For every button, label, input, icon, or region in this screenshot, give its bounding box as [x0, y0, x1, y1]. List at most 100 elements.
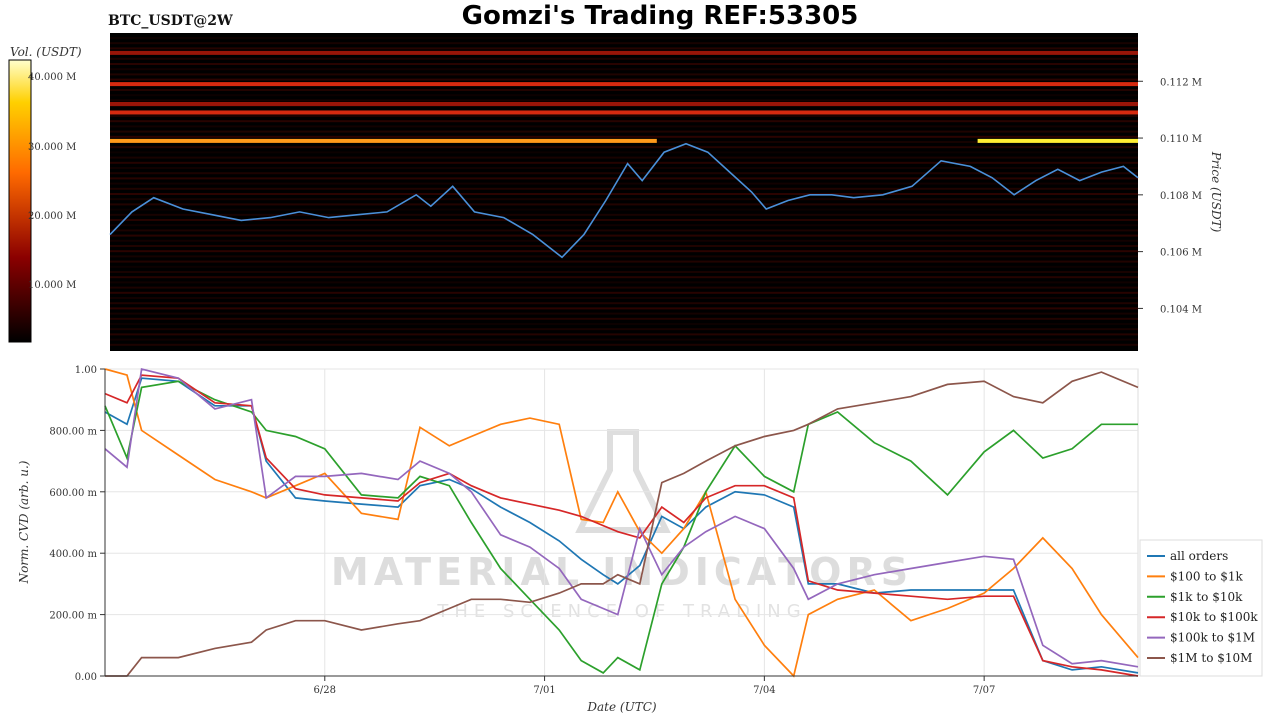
- x-tick-label: 6/28: [314, 685, 336, 696]
- heatmap-band: [110, 193, 1138, 195]
- heatmap-band: [110, 146, 1138, 149]
- heatmap-band: [110, 245, 1138, 247]
- series-line--1k-to-10k: [104, 380, 1138, 674]
- colorbar-tick-label: 20.000 M: [28, 211, 76, 222]
- price-tick-label: 0.112 M: [1160, 77, 1202, 88]
- heatmap-band: [110, 89, 1138, 91]
- heatmap-band: [110, 177, 1138, 180]
- heatmap-band: [110, 276, 1138, 279]
- symbol-label: BTC_USDT@2W: [108, 13, 233, 29]
- legend-label: $1k to $10k: [1170, 590, 1243, 604]
- heatmap-band: [110, 338, 1138, 341]
- heatmap-band: [110, 125, 1138, 128]
- heatmap-band: [110, 255, 1138, 258]
- colorbar-label: Vol. (USDT): [10, 45, 82, 59]
- heatmap-band: [110, 239, 1138, 242]
- cvd-grid: [105, 368, 1138, 677]
- cvd-panel: [104, 368, 1139, 677]
- heatmap-band: [110, 167, 1138, 169]
- legend-box: [1139, 539, 1263, 677]
- series-line--1m-to-10m: [105, 371, 1139, 677]
- price-tick-label: 0.108 M: [1160, 191, 1202, 202]
- heatmap-band: [110, 151, 1138, 154]
- heatmap-band: [110, 317, 1138, 320]
- heatmap-band: [110, 182, 1138, 185]
- heatmap-band: [110, 42, 1138, 45]
- heatmap-band: [110, 161, 1138, 164]
- heatmap-band: [110, 333, 1138, 336]
- heatmap-band: [110, 307, 1138, 310]
- heatmap-band: [110, 37, 1138, 39]
- heatmap-band: [110, 219, 1138, 221]
- cvd-y-label: Norm. CVD (arb. u.): [17, 460, 31, 584]
- legend-label: $100k to $1M: [1170, 631, 1255, 645]
- heatmap-band: [110, 224, 1138, 227]
- heatmap-band: [110, 135, 1138, 138]
- y-tick-label: 0.00: [75, 672, 97, 683]
- series-line--100-to-1k: [104, 368, 1139, 678]
- cvd-x-ticks: 6/28 7/01 7/04 7/07: [314, 676, 995, 696]
- heatmap-band: [110, 187, 1138, 190]
- y-tick-label: 200.00 m: [49, 611, 97, 622]
- heatmap-band: [110, 156, 1138, 159]
- heatmap-band: [110, 271, 1138, 273]
- heatmap-band: [110, 297, 1138, 299]
- price-tick-label: 0.104 M: [1160, 304, 1202, 315]
- heatmap-band: [110, 302, 1138, 305]
- liquidity-wall: [977, 138, 1138, 143]
- liquidity-wall: [110, 82, 1138, 87]
- watermark: MATERIAL INDICATORS THE SCIENCE OF TRADI…: [331, 429, 913, 622]
- chart-title: Gomzi's Trading REF:53305: [462, 1, 859, 31]
- heatmap-band: [110, 99, 1138, 102]
- heatmap-band: [110, 57, 1138, 60]
- liquidity-wall: [110, 101, 1138, 106]
- heatmap-band: [110, 94, 1138, 97]
- heatmap-band: [110, 265, 1138, 268]
- liquidity-wall: [110, 110, 1138, 115]
- x-tick-label: 7/01: [533, 685, 555, 696]
- heatmap-band: [110, 120, 1138, 123]
- series-line--10k-to-100k: [104, 374, 1139, 677]
- colorbar-tick-label: 40.000 M: [28, 72, 76, 83]
- watermark-tagline: THE SCIENCE OF TRADING: [436, 601, 806, 622]
- legend-label: $1M to $10M: [1170, 651, 1252, 665]
- heatmap-band: [110, 115, 1138, 117]
- colorbar-tick-label: 30.000 M: [28, 142, 76, 153]
- price-axis-label: Price (USDT): [1209, 151, 1223, 233]
- cvd-x-label: Date (UTC): [586, 700, 656, 714]
- series-line--100k-to-1m: [104, 367, 1139, 668]
- heatmap-band: [110, 203, 1138, 206]
- legend-label: all orders: [1170, 549, 1228, 563]
- heatmap-band: [110, 78, 1138, 81]
- price-axis-ticks: 0.112 M 0.110 M 0.108 M 0.106 M 0.104 M: [1138, 77, 1202, 315]
- heatmap-band: [110, 229, 1138, 232]
- heatmap-band: [110, 234, 1138, 237]
- heatmap-band: [110, 68, 1138, 71]
- heatmap-band: [110, 328, 1138, 331]
- heatmap-bands: [110, 37, 1138, 346]
- heatmap-band: [110, 286, 1138, 289]
- x-tick-label: 7/07: [973, 685, 995, 696]
- heatmap-band: [110, 260, 1138, 263]
- y-tick-label: 1.00: [75, 365, 97, 376]
- price-line: [109, 142, 1139, 259]
- y-tick-label: 600.00 m: [49, 488, 97, 499]
- cvd-y-ticks: 0.00 200.00 m 400.00 m 600.00 m 800.00 m 1.00: [49, 365, 105, 683]
- heatmap-band: [110, 323, 1138, 325]
- y-tick-label: 400.00 m: [49, 549, 97, 560]
- heatmap-band: [110, 172, 1138, 175]
- watermark-brand: MATERIAL INDICATORS: [331, 550, 913, 594]
- colorbar: [8, 59, 32, 343]
- x-tick-label: 7/04: [753, 685, 775, 696]
- flask-icon: [575, 429, 671, 533]
- heatmap-band: [110, 208, 1138, 211]
- legend: all orders $100 to $1k $1k to $10k $10k to …: [1147, 549, 1258, 665]
- legend-label: $100 to $1k: [1170, 569, 1243, 583]
- heatmap-band: [110, 343, 1138, 346]
- heatmap-band: [110, 73, 1138, 76]
- price-tick-label: 0.110 M: [1160, 134, 1202, 145]
- liquidity-wall: [110, 50, 1138, 55]
- heatmap-band: [110, 281, 1138, 284]
- heatmap-band: [110, 47, 1138, 50]
